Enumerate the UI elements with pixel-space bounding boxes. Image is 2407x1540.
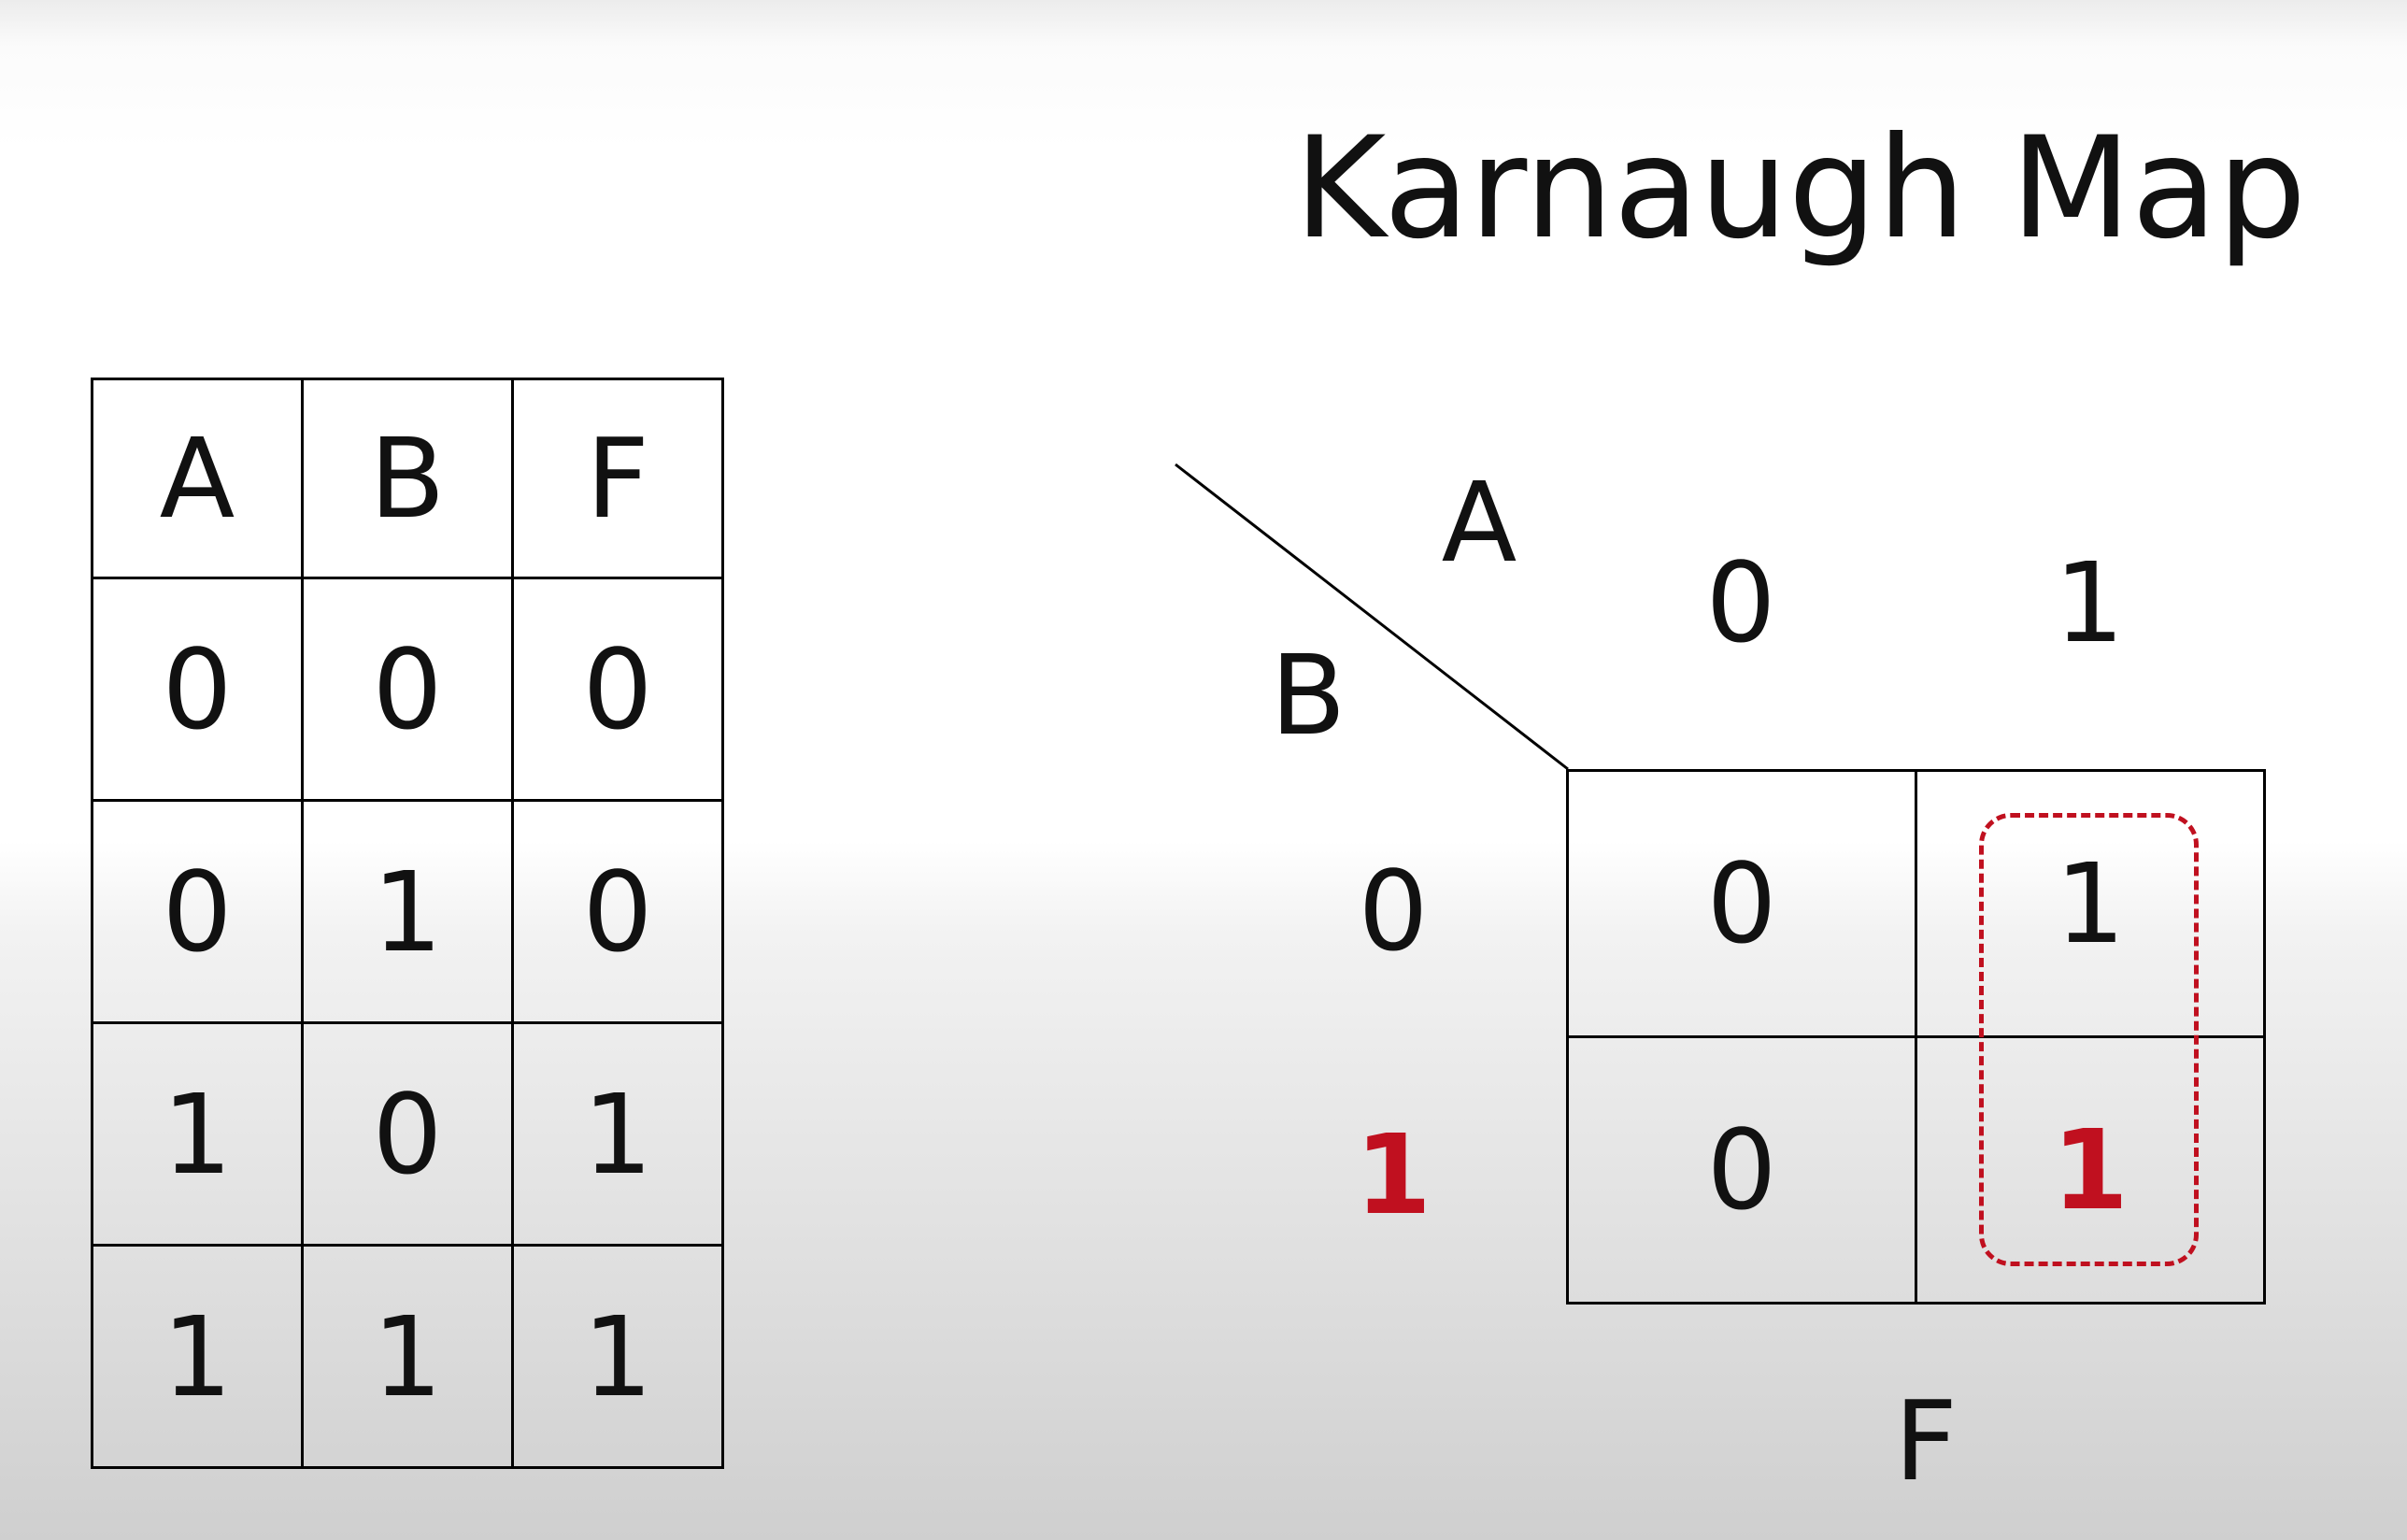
truth-table-header-cell: A xyxy=(91,378,304,579)
kmap-cell: 0 xyxy=(1566,1035,1917,1305)
truth-table-cell: 0 xyxy=(511,799,724,1024)
truth-table-cell: 0 xyxy=(301,577,514,802)
karnaugh-map-grid: 0 1 0 1 xyxy=(1566,769,2266,1305)
kmap-column-variable-label: A xyxy=(1441,458,1517,587)
truth-table-row: 1 1 1 xyxy=(91,1244,724,1469)
kmap-cell: 0 xyxy=(1566,769,1917,1038)
kmap-column-header: 1 xyxy=(2054,538,2125,667)
truth-table-row: 1 0 1 xyxy=(91,1021,724,1247)
truth-table-cell: 1 xyxy=(511,1244,724,1469)
truth-table-cell: 1 xyxy=(91,1244,304,1469)
truth-table-row: 0 1 0 xyxy=(91,799,724,1024)
kmap-cell-highlighted: 1 xyxy=(1915,1035,2266,1305)
truth-table-header-cell: F xyxy=(511,378,724,579)
kmap-output-label: F xyxy=(1894,1376,1958,1505)
slide-title: Karnaugh Map xyxy=(1294,107,2307,270)
truth-table: A B F 0 0 0 0 1 0 1 0 1 1 1 1 xyxy=(91,378,724,1469)
truth-table-cell: 1 xyxy=(301,1244,514,1469)
truth-table-cell: 1 xyxy=(511,1021,724,1247)
truth-table-header-row: A B F xyxy=(91,378,724,579)
truth-table-cell: 0 xyxy=(511,577,724,802)
kmap-column-header: 0 xyxy=(1705,538,1776,667)
truth-table-cell: 0 xyxy=(91,799,304,1024)
kmap-row-header-highlighted: 1 xyxy=(1354,1110,1432,1239)
kmap-row-variable-label: B xyxy=(1270,631,1346,760)
truth-table-cell: 1 xyxy=(301,799,514,1024)
truth-table-row: 0 0 0 xyxy=(91,577,724,802)
kmap-group-loop xyxy=(1979,813,2199,1266)
truth-table-cell: 0 xyxy=(91,577,304,802)
kmap-row: 0 1 xyxy=(1566,769,2266,1038)
kmap-row: 0 1 xyxy=(1566,1035,2266,1305)
truth-table-cell: 1 xyxy=(91,1021,304,1247)
truth-table-header-cell: B xyxy=(301,378,514,579)
truth-table-cell: 0 xyxy=(301,1021,514,1247)
kmap-row-header: 0 xyxy=(1358,847,1429,976)
